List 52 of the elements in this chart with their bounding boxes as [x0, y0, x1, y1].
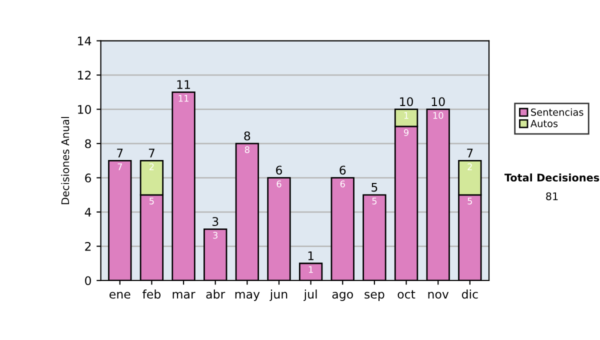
y-tick-label: 6 [85, 173, 92, 182]
total-label: 3 [212, 217, 218, 226]
total-label: 11 [177, 80, 190, 89]
data-label: 1 [404, 112, 408, 119]
y-tick-label: 10 [78, 105, 91, 114]
data-label: 8 [244, 146, 250, 154]
total-label: 1 [308, 251, 314, 260]
y-tick-label: 12 [78, 70, 91, 80]
data-label: 11 [178, 95, 188, 102]
total-label: 5 [372, 182, 378, 192]
data-label: 5 [372, 198, 377, 204]
y-axis-title: Decisiones Anual [61, 117, 70, 204]
data-label: 3 [213, 232, 218, 239]
total-label: 7 [117, 148, 123, 158]
data-label: 2 [468, 163, 472, 170]
total-label: 8 [244, 131, 250, 140]
x-tick-label: jun [270, 290, 288, 301]
y-tick-label: 4 [84, 208, 92, 216]
x-tick-label: ene [110, 292, 130, 299]
legend-label: Sentencias [531, 108, 584, 116]
x-tick-label: oct [398, 290, 416, 299]
x-tick-label: nov [428, 292, 449, 299]
y-tick-label: 0 [85, 276, 91, 286]
total-label: 6 [340, 166, 346, 175]
y-tick-label: 8 [85, 139, 91, 148]
total-label: 7 [148, 148, 154, 158]
data-label: 5 [150, 198, 154, 204]
data-label: 5 [468, 198, 472, 204]
text: 81 [546, 192, 558, 200]
total-label: 7 [467, 148, 473, 158]
data-label: 9 [404, 129, 409, 136]
total-label: 6 [276, 166, 282, 175]
x-tick-label: mar [172, 292, 196, 299]
total-label: 10 [400, 97, 413, 106]
data-label: 6 [276, 180, 282, 188]
data-label: 2 [150, 163, 154, 170]
data-label: 10 [433, 112, 444, 119]
x-tick-label: feb [142, 290, 161, 299]
y-tick-label: 14 [78, 36, 92, 46]
legend-label: Autos [530, 120, 558, 128]
text: Total Decisiones [504, 173, 600, 182]
x-tick-label: jul [304, 290, 317, 301]
data-label: 6 [340, 180, 345, 188]
y-tick-label: 2 [85, 242, 91, 251]
data-label: 1 [308, 266, 313, 273]
x-tick-label: dic [462, 290, 478, 299]
x-tick-label: ago [332, 292, 353, 301]
x-tick-label: may [235, 292, 260, 301]
data-label: 7 [118, 163, 122, 170]
x-tick-label: abr [206, 290, 226, 299]
total-label: 10 [432, 97, 445, 106]
x-tick-label: sep [364, 292, 384, 301]
